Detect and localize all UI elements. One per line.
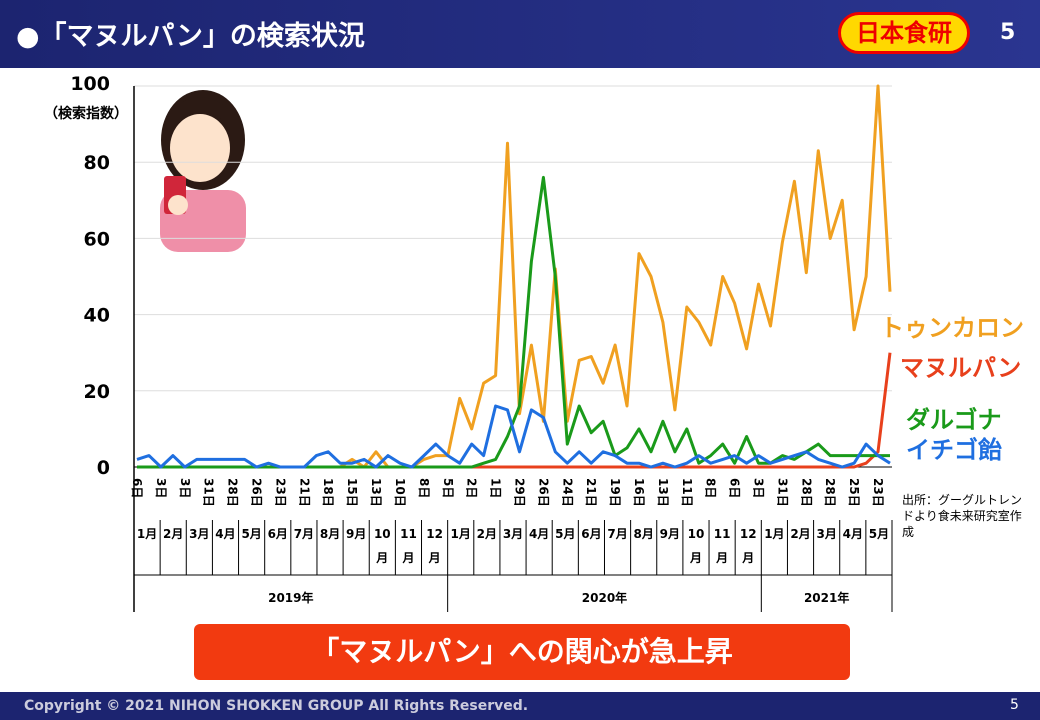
y-tick-label: 60 [84, 228, 110, 250]
y-tick-label: 20 [84, 381, 110, 403]
x-tick-label: 23日 [871, 478, 885, 507]
x-month-label: 12 月 [740, 527, 757, 565]
x-month-label: 3月 [503, 527, 523, 541]
x-month-label: 7月 [607, 527, 627, 541]
x-tick-label: 10日 [393, 478, 407, 507]
x-month-label: 3月 [189, 527, 209, 541]
x-tick-label: 26日 [250, 478, 264, 507]
x-tick-label: 13日 [656, 478, 670, 507]
x-tick-label: 6日 [130, 478, 144, 498]
x-tick-label: 25日 [847, 478, 861, 507]
x-tick-label: 1日 [489, 478, 503, 498]
x-tick-label: 11日 [680, 478, 694, 507]
x-month-label: 11 月 [714, 527, 731, 565]
x-month-label: 9月 [346, 527, 366, 541]
x-tick-label: 5日 [441, 478, 455, 498]
x-month-label: 10 月 [688, 527, 705, 565]
x-tick-label: 8日 [704, 478, 718, 498]
source: 出所：グーグルトレンドより食未来研究室作成 [902, 493, 1023, 539]
x-tick-label: 21日 [584, 478, 598, 507]
series-line [136, 404, 891, 469]
x-month-label: 2月 [163, 527, 183, 541]
callout: 「マヌルパン」への関心が急上昇 [194, 624, 850, 680]
x-tick-label: 3日 [154, 478, 168, 498]
x-tick-label: 24日 [560, 478, 574, 507]
series-line [137, 352, 892, 469]
x-month-label: 6月 [268, 527, 288, 541]
series-label: トゥンカロン [880, 314, 1024, 342]
x-month-label: 6月 [581, 527, 601, 541]
y-axis-label: （検索指数） [44, 105, 128, 122]
x-month-label: 1月 [451, 527, 471, 541]
y-tick-label: 100 [70, 73, 110, 95]
page-number: 5 [1000, 20, 1016, 45]
x-tick-label: 16日 [632, 478, 646, 507]
footer: Copyright © 2021 NIHON SHOKKEN GROUP All… [0, 692, 1040, 720]
series-label: マヌルパン [900, 354, 1022, 382]
x-tick-label: 3日 [752, 478, 766, 498]
x-tick-label: 26日 [536, 478, 550, 507]
x-month-label: 5月 [555, 527, 575, 541]
x-tick-label: 28日 [799, 478, 813, 507]
x-month-label: 8月 [320, 527, 340, 541]
y-tick-label: 80 [84, 152, 110, 174]
x-month-label: 11 月 [400, 527, 417, 565]
x-month-label: 5月 [241, 527, 261, 541]
x-tick-label: 31日 [202, 478, 216, 507]
x-month-label: 4月 [215, 527, 235, 541]
x-tick-label: 28日 [226, 478, 240, 507]
x-month-label: 1月 [137, 527, 157, 541]
series-line [137, 175, 890, 469]
header: ●「マヌルパン」の検索状況 日本食研 5 [0, 0, 1040, 68]
x-tick-label: 8日 [417, 478, 431, 498]
x-tick-label: 29日 [512, 478, 526, 507]
x-tick-label: 19日 [608, 478, 622, 507]
x-month-label: 2月 [790, 527, 810, 541]
x-month-label: 5月 [869, 527, 889, 541]
x-month-label: 3月 [816, 527, 836, 541]
x-month-label: 4月 [843, 527, 863, 541]
x-tick-label: 23日 [273, 478, 287, 507]
y-tick-label: 40 [84, 305, 110, 327]
series-label: イチゴ飴 [906, 436, 1002, 464]
x-month-label: 12 月 [426, 527, 443, 565]
x-tick-label: 2日 [465, 478, 479, 498]
x-tick-label: 15日 [345, 478, 359, 507]
illustration [160, 90, 246, 252]
series-label: ダルゴナ [906, 406, 1002, 434]
x-month-label: 7月 [294, 527, 314, 541]
x-year-label: 2020年 [582, 590, 627, 605]
footer-page: 5 [1010, 697, 1019, 713]
x-month-label: 2月 [477, 527, 497, 541]
series-line [137, 84, 892, 469]
x-tick-label: 28日 [823, 478, 837, 507]
x-month-label: 9月 [660, 527, 680, 541]
x-tick-label: 13日 [369, 478, 383, 507]
x-tick-label: 31日 [775, 478, 789, 507]
x-tick-label: 21日 [297, 478, 311, 507]
x-year-label: 2021年 [804, 590, 849, 605]
x-month-label: 1月 [764, 527, 784, 541]
x-tick-label: 6日 [728, 478, 742, 498]
x-month-label: 8月 [634, 527, 654, 541]
x-tick-label: 3日 [178, 478, 192, 498]
y-tick-label: 0 [97, 457, 110, 479]
chart: 0 20 40 60 80 100 （検索指数） 6日 3日 3日 31日 28日 26日 23日 21日 1… [44, 73, 893, 612]
title: ●「マヌルパン」の検索状況 [16, 21, 365, 52]
logo: 日本食研 [838, 12, 970, 54]
copyright: Copyright © 2021 NIHON SHOKKEN GROUP All… [24, 698, 529, 714]
x-year-label: 2019年 [268, 590, 313, 605]
x-month-label: 10 月 [374, 527, 391, 565]
x-month-label: 4月 [529, 527, 549, 541]
x-tick-label: 18日 [321, 478, 335, 507]
